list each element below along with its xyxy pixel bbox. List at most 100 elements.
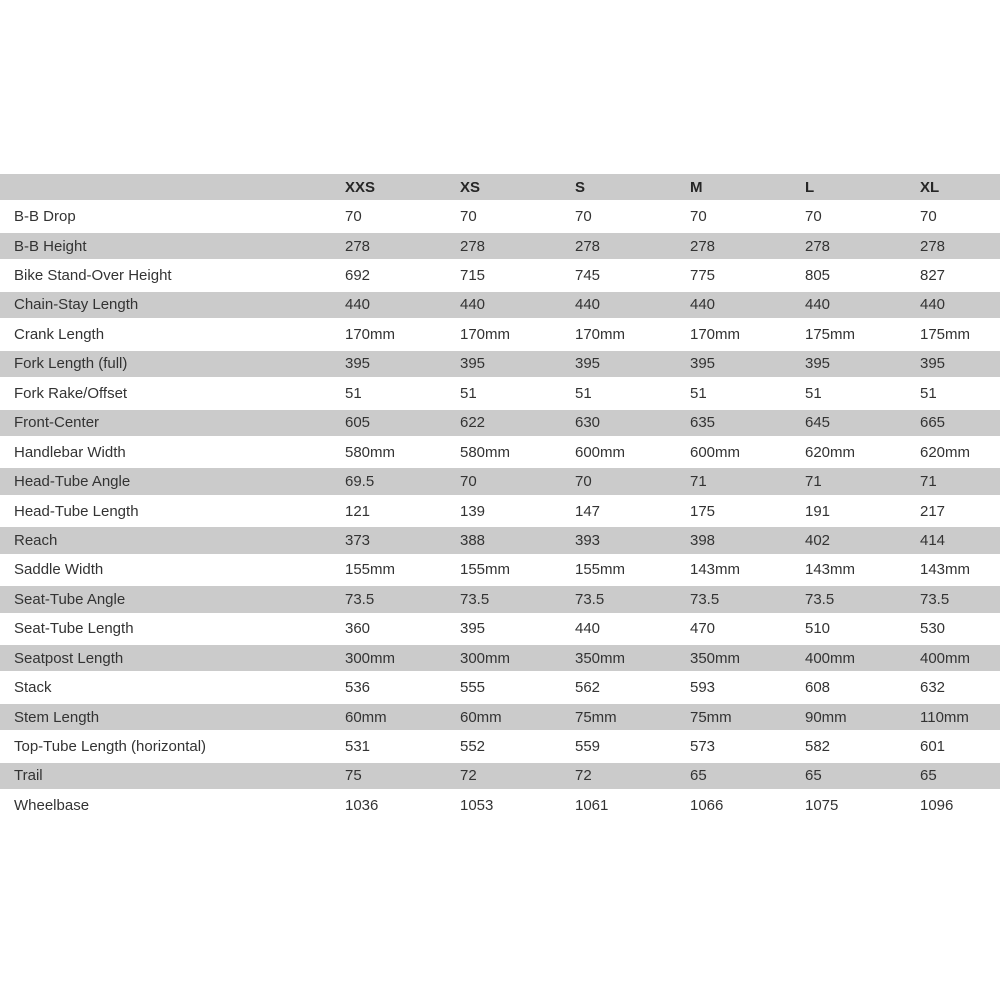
spec-value: 73.5 (676, 584, 791, 614)
spec-value: 395 (791, 348, 906, 379)
spec-row: Front-Center 605 622 630 635 645 665 (0, 407, 1000, 437)
spec-value: 470 (676, 613, 791, 643)
spec-value: 51 (561, 378, 676, 408)
spec-value: 398 (676, 525, 791, 555)
spec-label: Chain-Stay Length (0, 289, 331, 320)
spec-value: 70 (446, 466, 561, 496)
spec-value: 278 (561, 230, 676, 261)
spec-row: Top-Tube Length (horizontal) 531 552 559 573… (0, 731, 1000, 761)
spec-value: 395 (331, 348, 446, 379)
spec-value: 440 (791, 289, 906, 320)
spec-row: B-B Height 278 278 278 278 278 278 (0, 230, 1000, 261)
spec-value: 573 (676, 731, 791, 761)
spec-value: 143mm (791, 554, 906, 585)
spec-value: 608 (791, 672, 906, 702)
spec-value: 65 (791, 760, 906, 791)
spec-value: 600mm (561, 436, 676, 467)
spec-value: 622 (446, 407, 561, 437)
spec-value: 1053 (446, 790, 561, 820)
spec-value: 73.5 (446, 584, 561, 614)
spec-value: 440 (561, 613, 676, 643)
spec-row: B-B Drop 70 70 70 70 70 70 (0, 201, 1000, 231)
spec-value: 1061 (561, 790, 676, 820)
spec-value: 51 (446, 378, 561, 408)
spec-label: Seatpost Length (0, 643, 331, 673)
spec-value: 121 (331, 495, 446, 526)
spec-value: 73.5 (791, 584, 906, 614)
spec-value: 395 (446, 348, 561, 379)
spec-value: 110mm (906, 701, 1000, 732)
spec-label: Seat-Tube Length (0, 613, 331, 643)
spec-value: 170mm (676, 319, 791, 349)
spec-value: 51 (791, 378, 906, 408)
spec-value: 1036 (331, 790, 446, 820)
spec-row: Chain-Stay Length 440 440 440 440 440 440 (0, 289, 1000, 320)
spec-row: Crank Length 170mm 170mm 170mm 170mm 175mm 175… (0, 319, 1000, 349)
bike-geometry-table: XXS XS S M L XL B-B Drop 70 70 70 70 70 70 B-B Heigh… (0, 172, 1000, 820)
spec-value: 350mm (561, 643, 676, 673)
spec-value: 1075 (791, 790, 906, 820)
spec-value: 440 (446, 289, 561, 320)
spec-label: Seat-Tube Angle (0, 584, 331, 614)
spec-value: 51 (906, 378, 1000, 408)
spec-row: Wheelbase 1036 1053 1061 1066 1075 1096 (0, 790, 1000, 820)
spec-value: 65 (906, 760, 1000, 791)
spec-value: 51 (676, 378, 791, 408)
spec-value: 715 (446, 260, 561, 290)
spec-label: Stem Length (0, 701, 331, 732)
spec-value: 620mm (791, 436, 906, 467)
spec-value: 350mm (676, 643, 791, 673)
spec-value: 70 (676, 201, 791, 231)
spec-value: 72 (561, 760, 676, 791)
spec-value: 745 (561, 260, 676, 290)
spec-value: 71 (791, 466, 906, 496)
spec-row: Seatpost Length 300mm 300mm 350mm 350mm 400mm… (0, 643, 1000, 673)
spec-value: 414 (906, 525, 1000, 555)
spec-value: 155mm (446, 554, 561, 585)
spec-value: 278 (446, 230, 561, 261)
spec-row: Bike Stand-Over Height 692 715 745 775 805 827 (0, 260, 1000, 290)
spec-value: 1066 (676, 790, 791, 820)
spec-value: 72 (446, 760, 561, 791)
spec-value: 175mm (791, 319, 906, 349)
size-column-header: L (791, 172, 906, 202)
spec-value: 400mm (906, 643, 1000, 673)
spec-value: 170mm (446, 319, 561, 349)
spec-value: 170mm (561, 319, 676, 349)
spec-row: Head-Tube Angle 69.5 70 70 71 71 71 (0, 466, 1000, 496)
spec-value: 70 (561, 201, 676, 231)
spec-row: Handlebar Width 580mm 580mm 600mm 600mm 620mm… (0, 436, 1000, 467)
size-column-header: XXS (331, 172, 446, 202)
spec-value: 665 (906, 407, 1000, 437)
spec-label: Front-Center (0, 407, 331, 437)
spec-value: 217 (906, 495, 1000, 526)
spec-value: 600mm (676, 436, 791, 467)
spec-row: Head-Tube Length 121 139 147 175 191 217 (0, 495, 1000, 526)
spec-value: 278 (676, 230, 791, 261)
spec-value: 395 (446, 613, 561, 643)
spec-label: Head-Tube Length (0, 495, 331, 526)
spec-value: 278 (331, 230, 446, 261)
spec-row: Fork Length (full) 395 395 395 395 395 395 (0, 348, 1000, 379)
spec-value: 278 (791, 230, 906, 261)
spec-value: 593 (676, 672, 791, 702)
spec-value: 143mm (906, 554, 1000, 585)
spec-value: 147 (561, 495, 676, 526)
spec-value: 645 (791, 407, 906, 437)
spec-value: 395 (561, 348, 676, 379)
spec-value: 630 (561, 407, 676, 437)
spec-value: 530 (906, 613, 1000, 643)
spec-value: 170mm (331, 319, 446, 349)
spec-value: 510 (791, 613, 906, 643)
spec-value: 139 (446, 495, 561, 526)
spec-row: Seat-Tube Length 360 395 440 470 510 530 (0, 613, 1000, 643)
spec-value: 580mm (446, 436, 561, 467)
spec-value: 395 (906, 348, 1000, 379)
spec-value: 440 (331, 289, 446, 320)
spec-value: 536 (331, 672, 446, 702)
size-column-header: XS (446, 172, 561, 202)
spec-value: 191 (791, 495, 906, 526)
spec-label: Reach (0, 525, 331, 555)
spec-value: 73.5 (331, 584, 446, 614)
spec-value: 300mm (446, 643, 561, 673)
